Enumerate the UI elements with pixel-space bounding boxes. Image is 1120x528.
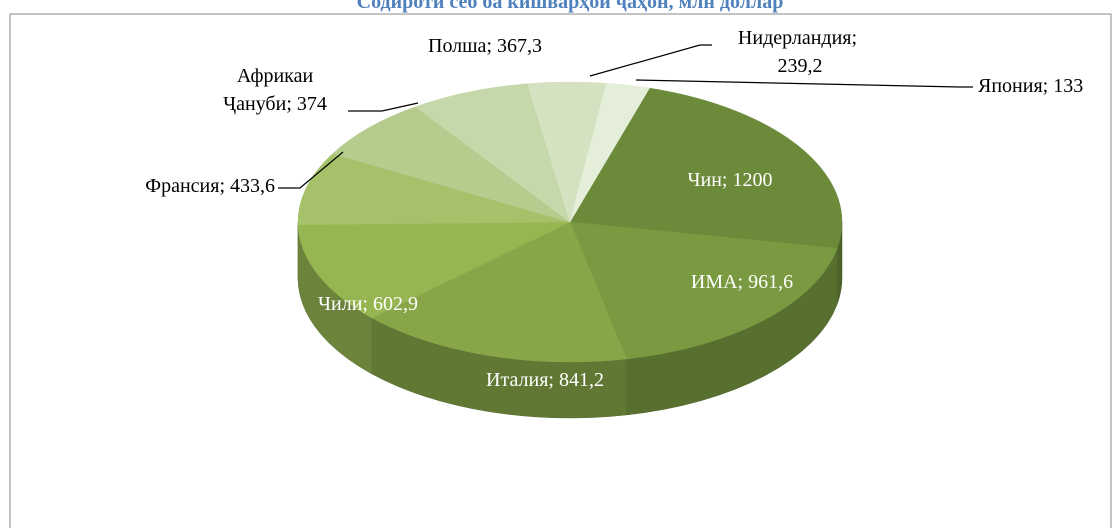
- label-part: 367,3: [497, 35, 542, 57]
- label-part: 133: [1053, 75, 1083, 97]
- label-part: ;: [219, 175, 230, 197]
- label-part: 374: [297, 93, 327, 115]
- data-label: Япония; 133: [978, 75, 1083, 97]
- leader-line: [278, 151, 344, 189]
- pie-slice: [414, 83, 571, 223]
- pie-slice: [332, 106, 571, 223]
- data-label: Полша; 367,3: [428, 35, 542, 57]
- label-part: Франсия: [145, 175, 219, 197]
- leader-line: [589, 44, 712, 77]
- pie-slice: [569, 83, 650, 223]
- pie-slice: [371, 221, 627, 363]
- label-part: ;: [548, 369, 559, 391]
- label-part: 961,6: [748, 271, 793, 293]
- data-label: Африкаи Ҷануби; 374: [223, 65, 327, 115]
- pie-slice: [569, 87, 843, 249]
- label-part: 841,2: [559, 369, 604, 391]
- label-part: Япония: [978, 75, 1043, 97]
- label-part: 433,6: [230, 175, 275, 197]
- chart-title: Содироти себ ба кишварҳои ҷаҳон, млн дол…: [357, 0, 784, 13]
- label-part: ;: [738, 271, 749, 293]
- label-part: Ҷануби: [223, 93, 286, 115]
- data-label: Италия; 841,2: [486, 369, 604, 391]
- label-part: ИМА: [691, 271, 738, 293]
- leader-line: [348, 102, 419, 112]
- label-part: Полша: [428, 35, 487, 57]
- pie-slice: [297, 153, 571, 225]
- pie-slice: [569, 221, 838, 360]
- label-part: Чили: [318, 293, 363, 315]
- label-part: ;: [362, 293, 373, 315]
- label-part: ;: [286, 93, 297, 115]
- data-label: Чили; 602,9: [318, 293, 418, 315]
- label-part: ;: [1043, 75, 1054, 97]
- label-part: Чин: [688, 169, 723, 191]
- label-part: Италия: [486, 369, 548, 391]
- data-label: ИМА; 961,6: [691, 271, 793, 293]
- label-part: Нидерландия: [738, 27, 852, 49]
- data-label: Нидерландия; 239,2: [738, 27, 862, 77]
- label-part: 1200: [732, 169, 772, 191]
- pie-slice: [297, 221, 571, 319]
- data-label: Франсия; 433,6: [145, 175, 275, 197]
- label-part: ;: [722, 169, 733, 191]
- leader-line: [635, 79, 973, 88]
- label-part: Африкаи: [237, 65, 314, 87]
- label-part: 602,9: [373, 293, 418, 315]
- label-part: ;: [486, 35, 497, 57]
- label-part: 239,2: [778, 55, 823, 77]
- label-part: ;: [852, 27, 863, 49]
- data-label: Чин; 1200: [688, 169, 773, 191]
